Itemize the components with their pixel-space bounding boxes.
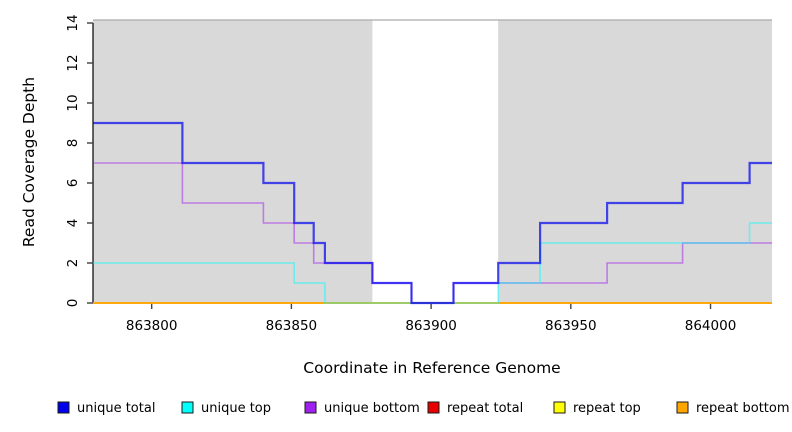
y-axis-title: Read Coverage Depth [20,77,38,247]
legend-swatch-unique-top [181,401,194,414]
y-axis-tick-label: 0 [65,299,81,308]
y-axis-tick-label: 4 [65,219,81,228]
legend: unique total unique top unique bottom repea… [57,401,790,416]
plot-background [93,19,772,303]
legend-swatch-repeat-top [553,401,566,414]
y-axis-tick-label: 10 [65,94,81,111]
legend-label-unique-bottom: unique bottom [324,401,420,416]
plot-region [372,20,499,303]
x-axis-tick-label: 863900 [405,318,457,334]
series-line-unique-top [93,222,772,304]
legend-label-unique-top: unique top [201,401,271,416]
legend-swatch-unique-total [57,401,70,414]
x-axis-tick-label: 864000 [685,318,737,334]
legend-label-repeat-bottom: repeat bottom [696,401,790,416]
y-axis-tick-label: 12 [65,54,81,71]
y-axis-tick-label: 8 [65,139,81,148]
legend-swatch-unique-bottom [304,401,317,414]
legend-label-repeat-total: repeat total [447,401,523,416]
legend-label-repeat-top: repeat top [573,401,641,416]
legend-swatch-repeat-bottom [676,401,689,414]
plot-region [498,20,772,303]
y-axis-tick-label: 2 [65,259,81,268]
legend-swatch-repeat-total [427,401,440,414]
plot-region [93,20,373,303]
x-axis-title: Coordinate in Reference Genome [303,359,560,377]
series-line-unique-total [93,121,772,305]
y-axis-tick-label: 14 [65,14,81,31]
x-axis-tick-label: 863950 [545,318,597,334]
legend-label-unique-total: unique total [77,401,155,416]
x-axis-tick-label: 863850 [266,318,318,334]
x-axis-tick-label: 863800 [126,318,178,334]
series-lines [93,121,772,305]
y-axis-tick-label: 6 [65,179,81,188]
